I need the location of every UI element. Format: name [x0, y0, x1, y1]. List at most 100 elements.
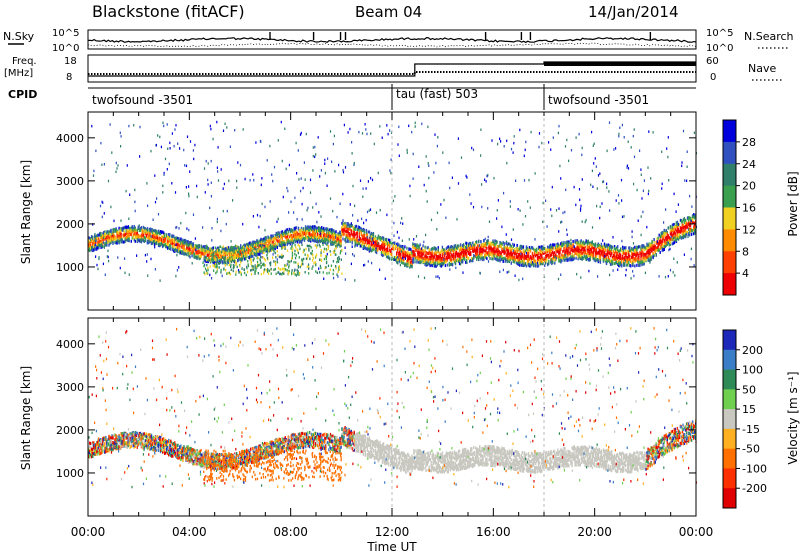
heatmap-cell [381, 236, 384, 240]
heatmap-cell [151, 231, 154, 235]
heatmap-cell [473, 255, 475, 259]
heatmap-cell [400, 255, 402, 259]
heatmap-cell [199, 251, 201, 254]
heatmap-cell [641, 248, 643, 252]
heatmap-cell [570, 241, 572, 245]
heatmap-cell [340, 239, 342, 243]
heatmap-cell [599, 258, 602, 262]
heatmap-cell [169, 244, 171, 248]
heatmap-cell [113, 235, 115, 239]
heatmap-cell [552, 250, 554, 254]
heatmap-cell [239, 257, 241, 261]
heatmap-cell [298, 234, 301, 238]
heatmap-cell [644, 254, 646, 258]
heatmap-cell [406, 252, 408, 256]
heatmap-cell [459, 244, 462, 248]
heatmap-cell [277, 236, 279, 239]
heatmap-cell [505, 248, 507, 252]
heatmap-cell [570, 258, 572, 262]
heatmap-cell [260, 243, 262, 247]
heatmap-cell [267, 235, 269, 239]
heatmap-cell [245, 244, 247, 248]
heatmap-cell [317, 226, 319, 230]
heatmap-cell [527, 259, 530, 263]
heatmap-cell [539, 262, 542, 266]
heatmap-cell [472, 249, 474, 253]
heatmap-cell [625, 246, 627, 250]
heatmap-cell [158, 236, 161, 240]
heatmap-cell [635, 257, 637, 261]
heatmap-cell [679, 218, 682, 222]
heatmap-cell [337, 243, 339, 247]
heatmap-cell [384, 252, 387, 256]
heatmap-cell [482, 243, 484, 246]
heatmap-cell [528, 257, 531, 261]
heatmap-cell [231, 248, 234, 252]
heatmap-cell [642, 244, 644, 247]
heatmap-cell [640, 257, 642, 261]
heatmap-cell [144, 229, 147, 233]
heatmap-cell [183, 241, 185, 245]
heatmap-cell [595, 255, 598, 259]
heatmap-cell [184, 252, 186, 256]
heatmap-cell [363, 242, 365, 246]
heatmap-cell [258, 245, 260, 249]
nave-right-tick-top: 60 [706, 56, 719, 67]
heatmap-cell [272, 244, 274, 248]
heatmap-cell [123, 233, 125, 237]
heatmap-cell [257, 239, 259, 243]
heatmap-cell [390, 252, 392, 256]
heatmap-cell [490, 246, 492, 250]
heatmap-cell [523, 257, 526, 260]
heatmap-cell [240, 250, 242, 254]
power-heatmap [88, 112, 697, 310]
heatmap-cell [448, 253, 451, 257]
heatmap-cell [90, 243, 92, 247]
heatmap-cell [639, 250, 641, 254]
heatmap-cell [418, 257, 420, 261]
heatmap-cell [463, 245, 466, 249]
heatmap-cell [536, 260, 539, 263]
heatmap-cell [568, 246, 570, 250]
heatmap-cell [430, 248, 432, 252]
heatmap-cell [306, 227, 309, 231]
heatmap-cell [374, 235, 377, 239]
heatmap-cell [429, 257, 431, 261]
heatmap-cell [416, 245, 418, 248]
heatmap-cell [509, 254, 511, 258]
heatmap-cell [158, 241, 161, 245]
heatmap-cell [417, 244, 419, 248]
heatmap-cell [338, 240, 340, 244]
heatmap-cell [147, 239, 150, 243]
heatmap-cell [161, 242, 163, 246]
heatmap-cell [624, 252, 626, 256]
heatmap-cell [508, 257, 510, 261]
heatmap-cell [577, 253, 579, 256]
heatmap-cell [526, 247, 529, 251]
heatmap-cell [117, 231, 119, 235]
heatmap-cell [302, 227, 305, 231]
heatmap-cell [579, 240, 581, 244]
heatmap-cell [315, 229, 317, 233]
heatmap-cell [314, 239, 316, 243]
heatmap-cell [437, 246, 439, 250]
heatmap-cell [562, 256, 564, 259]
heatmap-cell [106, 235, 108, 239]
heatmap-cell [413, 252, 415, 256]
heatmap-cell [465, 245, 467, 249]
heatmap-cell [345, 225, 347, 229]
heatmap-cell [510, 261, 512, 265]
heatmap-cell [354, 233, 356, 237]
heatmap-cell [531, 246, 534, 250]
heatmap-cell [292, 240, 295, 244]
heatmap-cell [222, 247, 225, 251]
heatmap-cell [100, 231, 102, 235]
heatmap-cell [356, 235, 358, 239]
heatmap-cell [193, 246, 195, 250]
heatmap-cell [116, 231, 118, 235]
heatmap-cell [276, 245, 278, 249]
heatmap-cell [471, 246, 473, 250]
heatmap-cell [136, 239, 138, 242]
heatmap-cell [182, 243, 184, 247]
heatmap-cell [652, 252, 654, 256]
